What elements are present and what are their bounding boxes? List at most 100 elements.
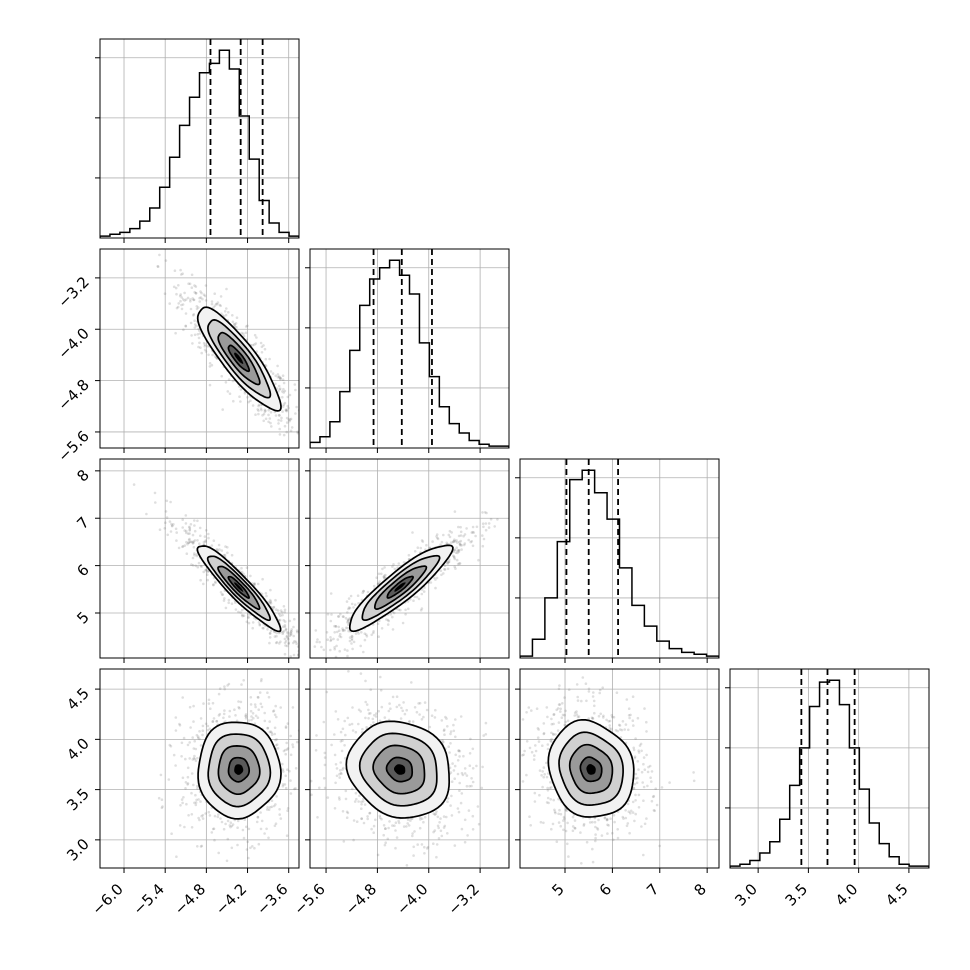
- scatter-point: [247, 856, 250, 860]
- scatter-point: [398, 703, 401, 707]
- scatter-point: [170, 832, 173, 835]
- scatter-point: [405, 708, 409, 712]
- scatter-point: [392, 611, 396, 615]
- scatter-point: [379, 675, 382, 679]
- scatter-point: [178, 724, 182, 727]
- scatter-point: [355, 820, 359, 823]
- scatter-point: [244, 325, 248, 328]
- scatter-point: [141, 232, 144, 235]
- scatter-point: [200, 844, 204, 848]
- scatter-point: [439, 543, 442, 546]
- scatter-point: [341, 628, 345, 632]
- scatter-point: [239, 388, 243, 391]
- scatter-point: [458, 562, 462, 565]
- scatter-point: [320, 669, 323, 672]
- scatter-point: [228, 709, 232, 713]
- scatter-point: [346, 618, 350, 621]
- scatter-point: [420, 588, 424, 591]
- scatter-point: [409, 819, 412, 822]
- scatter-point: [187, 538, 191, 542]
- scatter-point: [235, 326, 238, 329]
- scatter-point: [257, 696, 260, 699]
- scatter-point: [341, 629, 345, 632]
- scatter-point: [180, 296, 184, 299]
- scatter-point: [300, 783, 303, 786]
- scatter-point: [283, 610, 287, 614]
- scatter-point: [437, 837, 441, 840]
- scatter-point: [481, 544, 485, 548]
- scatter-point: [188, 532, 191, 535]
- scatter-point: [199, 296, 203, 299]
- scatter-point: [213, 355, 217, 358]
- scatter-point: [529, 824, 532, 827]
- scatter-point: [402, 825, 406, 828]
- scatter-point: [300, 650, 303, 653]
- scatter-point: [277, 390, 280, 393]
- scatter-point: [302, 813, 305, 816]
- scatter-point: [346, 611, 349, 614]
- panel-frame: [99, 248, 300, 449]
- scatter-point: [442, 815, 446, 818]
- scatter-point: [341, 727, 345, 731]
- scatter-point: [591, 847, 594, 851]
- scatter-point: [194, 291, 198, 295]
- scatter-point: [299, 407, 302, 410]
- scatter-point: [233, 323, 237, 326]
- scatter-point: [406, 600, 410, 603]
- scatter-point: [548, 786, 552, 790]
- x-tick-label-1-1: −4.8: [342, 880, 380, 918]
- scatter-point: [259, 679, 263, 683]
- scatter-point: [294, 640, 298, 644]
- scatter-point: [240, 566, 243, 570]
- scatter-point: [289, 630, 293, 633]
- scatter-point: [184, 781, 188, 784]
- scatter-point: [386, 623, 390, 626]
- scatter-point: [242, 572, 245, 576]
- scatter-point: [191, 342, 194, 345]
- scatter-point: [643, 707, 646, 710]
- scatter-point: [185, 531, 188, 535]
- scatter-point: [448, 558, 451, 561]
- scatter-point: [348, 636, 352, 639]
- scatter-point: [616, 836, 620, 840]
- scatter-point: [189, 298, 192, 301]
- scatter-point: [247, 827, 251, 831]
- scatter-point: [260, 345, 264, 349]
- scatter-point: [192, 541, 195, 544]
- scatter-point: [183, 529, 186, 532]
- scatter-point: [256, 815, 260, 819]
- scatter-point: [465, 784, 469, 788]
- scatter-point: [241, 828, 245, 832]
- scatter-point: [453, 557, 457, 561]
- scatter-point: [546, 786, 549, 790]
- scatter-point: [243, 818, 246, 821]
- scatter-point: [638, 744, 642, 747]
- scatter-point: [549, 781, 552, 784]
- scatter-point: [230, 553, 234, 557]
- scatter-point: [244, 714, 247, 718]
- scatter-point: [181, 776, 185, 780]
- scatter-point: [186, 775, 190, 779]
- scatter-point: [268, 641, 271, 645]
- scatter-point: [193, 553, 196, 557]
- scatter-point: [259, 702, 263, 706]
- scatter-point: [339, 635, 343, 639]
- scatter-point: [458, 542, 462, 546]
- scatter-point: [202, 570, 205, 574]
- scatter-point: [212, 306, 215, 309]
- scatter-point: [176, 305, 180, 309]
- scatter-point: [283, 641, 287, 645]
- scatter-point: [642, 756, 646, 759]
- scatter-point: [459, 539, 463, 543]
- scatter-point: [477, 558, 480, 562]
- scatter-point: [294, 412, 297, 415]
- scatter-point: [340, 772, 343, 776]
- scatter-point: [251, 404, 255, 407]
- scatter-point: [442, 826, 446, 829]
- contour-line-1: [217, 565, 261, 611]
- scatter-point: [281, 784, 285, 788]
- scatter-point: [217, 692, 221, 696]
- scatter-point: [463, 840, 467, 844]
- scatter-point: [195, 554, 199, 558]
